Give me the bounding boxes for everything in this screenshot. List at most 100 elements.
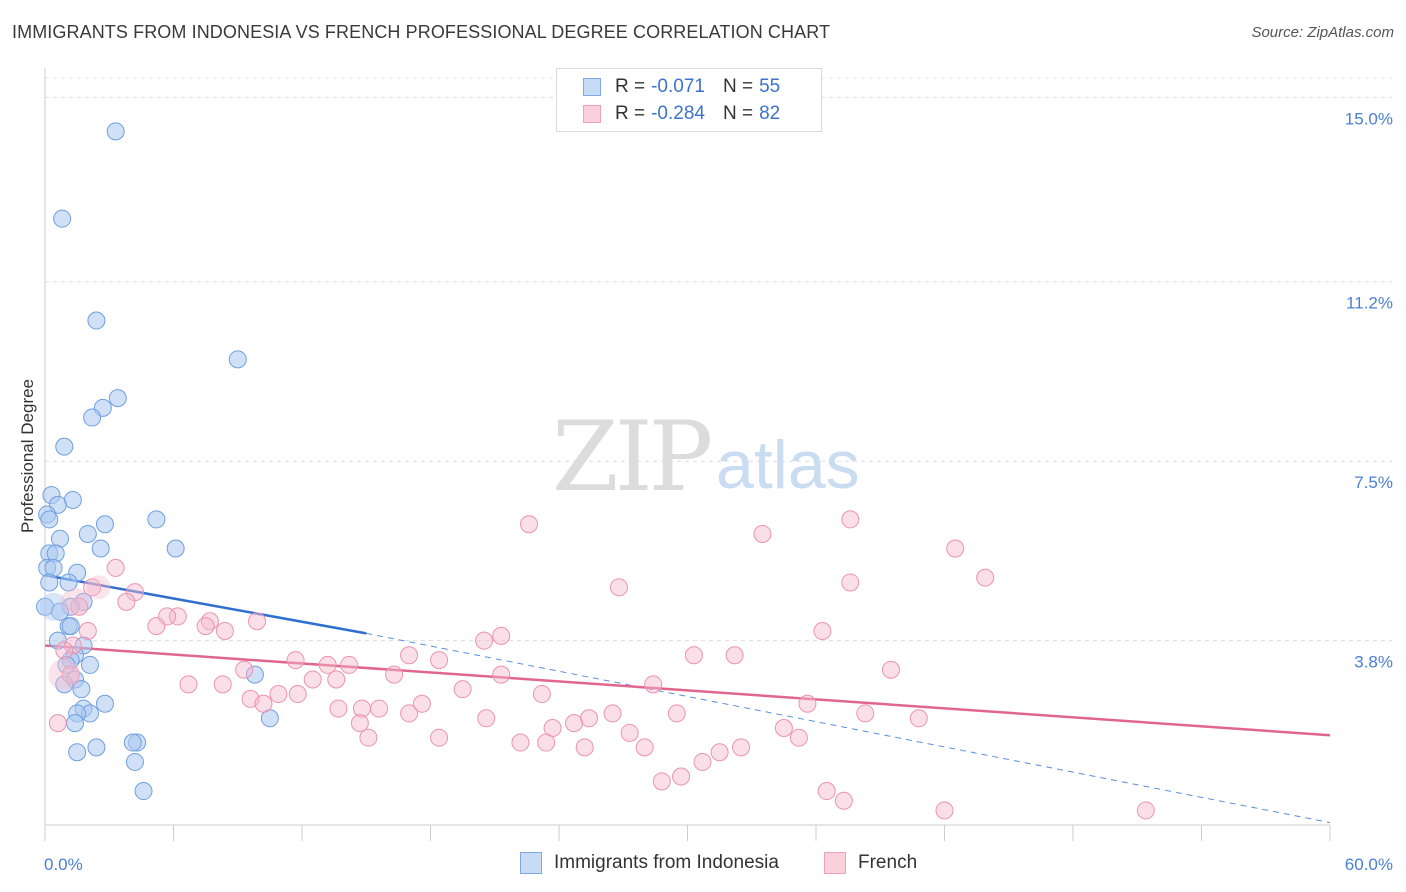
french-point bbox=[813, 621, 832, 640]
french-point bbox=[635, 738, 654, 757]
french-point bbox=[492, 626, 511, 645]
french-point bbox=[753, 524, 772, 543]
french-point bbox=[61, 665, 80, 684]
french-point bbox=[48, 658, 81, 691]
french-point bbox=[318, 655, 337, 674]
tick-labels: 3.8% 7.5% 11.2% 15.0% 0.0% 60.0% bbox=[44, 109, 1393, 874]
french-point bbox=[179, 675, 198, 694]
french-point bbox=[841, 573, 860, 592]
french-point bbox=[48, 714, 67, 733]
french-point bbox=[63, 636, 82, 655]
legend-swatch-blue bbox=[520, 852, 542, 874]
legend-swatch-pink bbox=[583, 105, 601, 123]
indonesia-point bbox=[83, 408, 102, 427]
legend-row-french: R = -0.284 N = 82 bbox=[583, 102, 780, 126]
indonesia-point bbox=[39, 592, 68, 621]
french-point bbox=[710, 743, 729, 762]
french-point bbox=[168, 607, 187, 626]
indonesia-point bbox=[147, 510, 166, 529]
indonesia-point bbox=[108, 389, 127, 408]
indonesia-point bbox=[59, 573, 78, 592]
legend-swatch-pink bbox=[824, 852, 846, 874]
french-point bbox=[106, 558, 125, 577]
french-point bbox=[620, 723, 639, 742]
chart-title: IMMIGRANTS FROM INDONESIA VS FRENCH PROF… bbox=[12, 22, 831, 42]
french-point bbox=[492, 665, 511, 684]
french-point bbox=[537, 733, 556, 752]
axes bbox=[44, 68, 1331, 841]
legend-swatch-blue bbox=[583, 78, 601, 96]
source-label[interactable]: Source: ZipAtlas.com bbox=[1251, 24, 1394, 41]
grid-lines bbox=[45, 77, 1392, 642]
french-point bbox=[532, 685, 551, 704]
french-point bbox=[359, 728, 378, 747]
french-point bbox=[693, 752, 712, 771]
french-point bbox=[430, 728, 449, 747]
series-legend: Immigrants from Indonesia French bbox=[0, 852, 1406, 878]
correlation-legend: R = -0.071 N = 55 R = -0.284 N = 82 bbox=[556, 68, 822, 132]
indonesia-point bbox=[72, 680, 91, 699]
indonesia-point bbox=[166, 539, 185, 558]
french-point bbox=[644, 675, 663, 694]
indonesia-point bbox=[80, 655, 99, 674]
french-point bbox=[652, 772, 671, 791]
french-point bbox=[288, 685, 307, 704]
french-point bbox=[603, 704, 622, 723]
french-point bbox=[235, 660, 254, 679]
french-point bbox=[254, 694, 273, 713]
legend-r-label: R = bbox=[615, 103, 646, 124]
french-point bbox=[340, 655, 359, 674]
french-point bbox=[935, 801, 954, 820]
french-point bbox=[430, 651, 449, 670]
french-point bbox=[774, 718, 793, 737]
french-point bbox=[477, 709, 496, 728]
y-tick-label: 11.2% bbox=[1346, 294, 1393, 313]
indonesia-point bbox=[61, 617, 80, 636]
french-point bbox=[575, 738, 594, 757]
french-point bbox=[83, 578, 102, 597]
indonesia-point bbox=[50, 602, 69, 621]
french-point bbox=[400, 704, 419, 723]
french-point bbox=[286, 651, 305, 670]
indonesia-point bbox=[55, 675, 74, 694]
y-axis-label: Professional Degree bbox=[18, 379, 37, 533]
french-point bbox=[117, 592, 136, 611]
indonesia-point bbox=[40, 573, 59, 592]
indonesia-point bbox=[245, 665, 264, 684]
french-point bbox=[78, 621, 97, 640]
french-point bbox=[667, 704, 686, 723]
french-trend-line bbox=[44, 644, 1331, 737]
french-point bbox=[684, 646, 703, 665]
trend-lines bbox=[44, 573, 1331, 824]
french-point bbox=[856, 704, 875, 723]
indonesia-point bbox=[95, 515, 114, 534]
french-point bbox=[327, 670, 346, 689]
legend-r-value: -0.284 bbox=[651, 103, 705, 124]
indonesia-point bbox=[106, 122, 125, 141]
indonesia-point bbox=[228, 350, 247, 369]
french-point bbox=[55, 641, 74, 660]
y-tick-label: 15.0% bbox=[1345, 109, 1393, 128]
watermark-atlas: atlas bbox=[716, 427, 860, 503]
indonesia-point bbox=[125, 752, 144, 771]
indonesia-point bbox=[57, 655, 76, 674]
indonesia-point bbox=[91, 539, 110, 558]
french-point bbox=[841, 510, 860, 529]
french-point bbox=[520, 515, 539, 534]
legend-n-value: 82 bbox=[759, 103, 781, 124]
legend-item-indonesia[interactable]: Immigrants from Indonesia bbox=[520, 852, 779, 874]
indonesia-point bbox=[63, 491, 82, 510]
legend-r-label: R = bbox=[615, 76, 646, 97]
french-point bbox=[579, 709, 598, 728]
french-point bbox=[147, 617, 166, 636]
french-point bbox=[86, 575, 111, 600]
legend-item-french[interactable]: French bbox=[824, 852, 917, 874]
french-point bbox=[475, 631, 494, 650]
legend-n-label: N = bbox=[722, 76, 754, 97]
indonesia-point bbox=[123, 733, 142, 752]
french-point bbox=[70, 597, 89, 616]
watermark-zip: ZIP bbox=[552, 401, 711, 513]
watermark: ZIP atlas bbox=[552, 401, 860, 513]
french-point bbox=[215, 621, 234, 640]
